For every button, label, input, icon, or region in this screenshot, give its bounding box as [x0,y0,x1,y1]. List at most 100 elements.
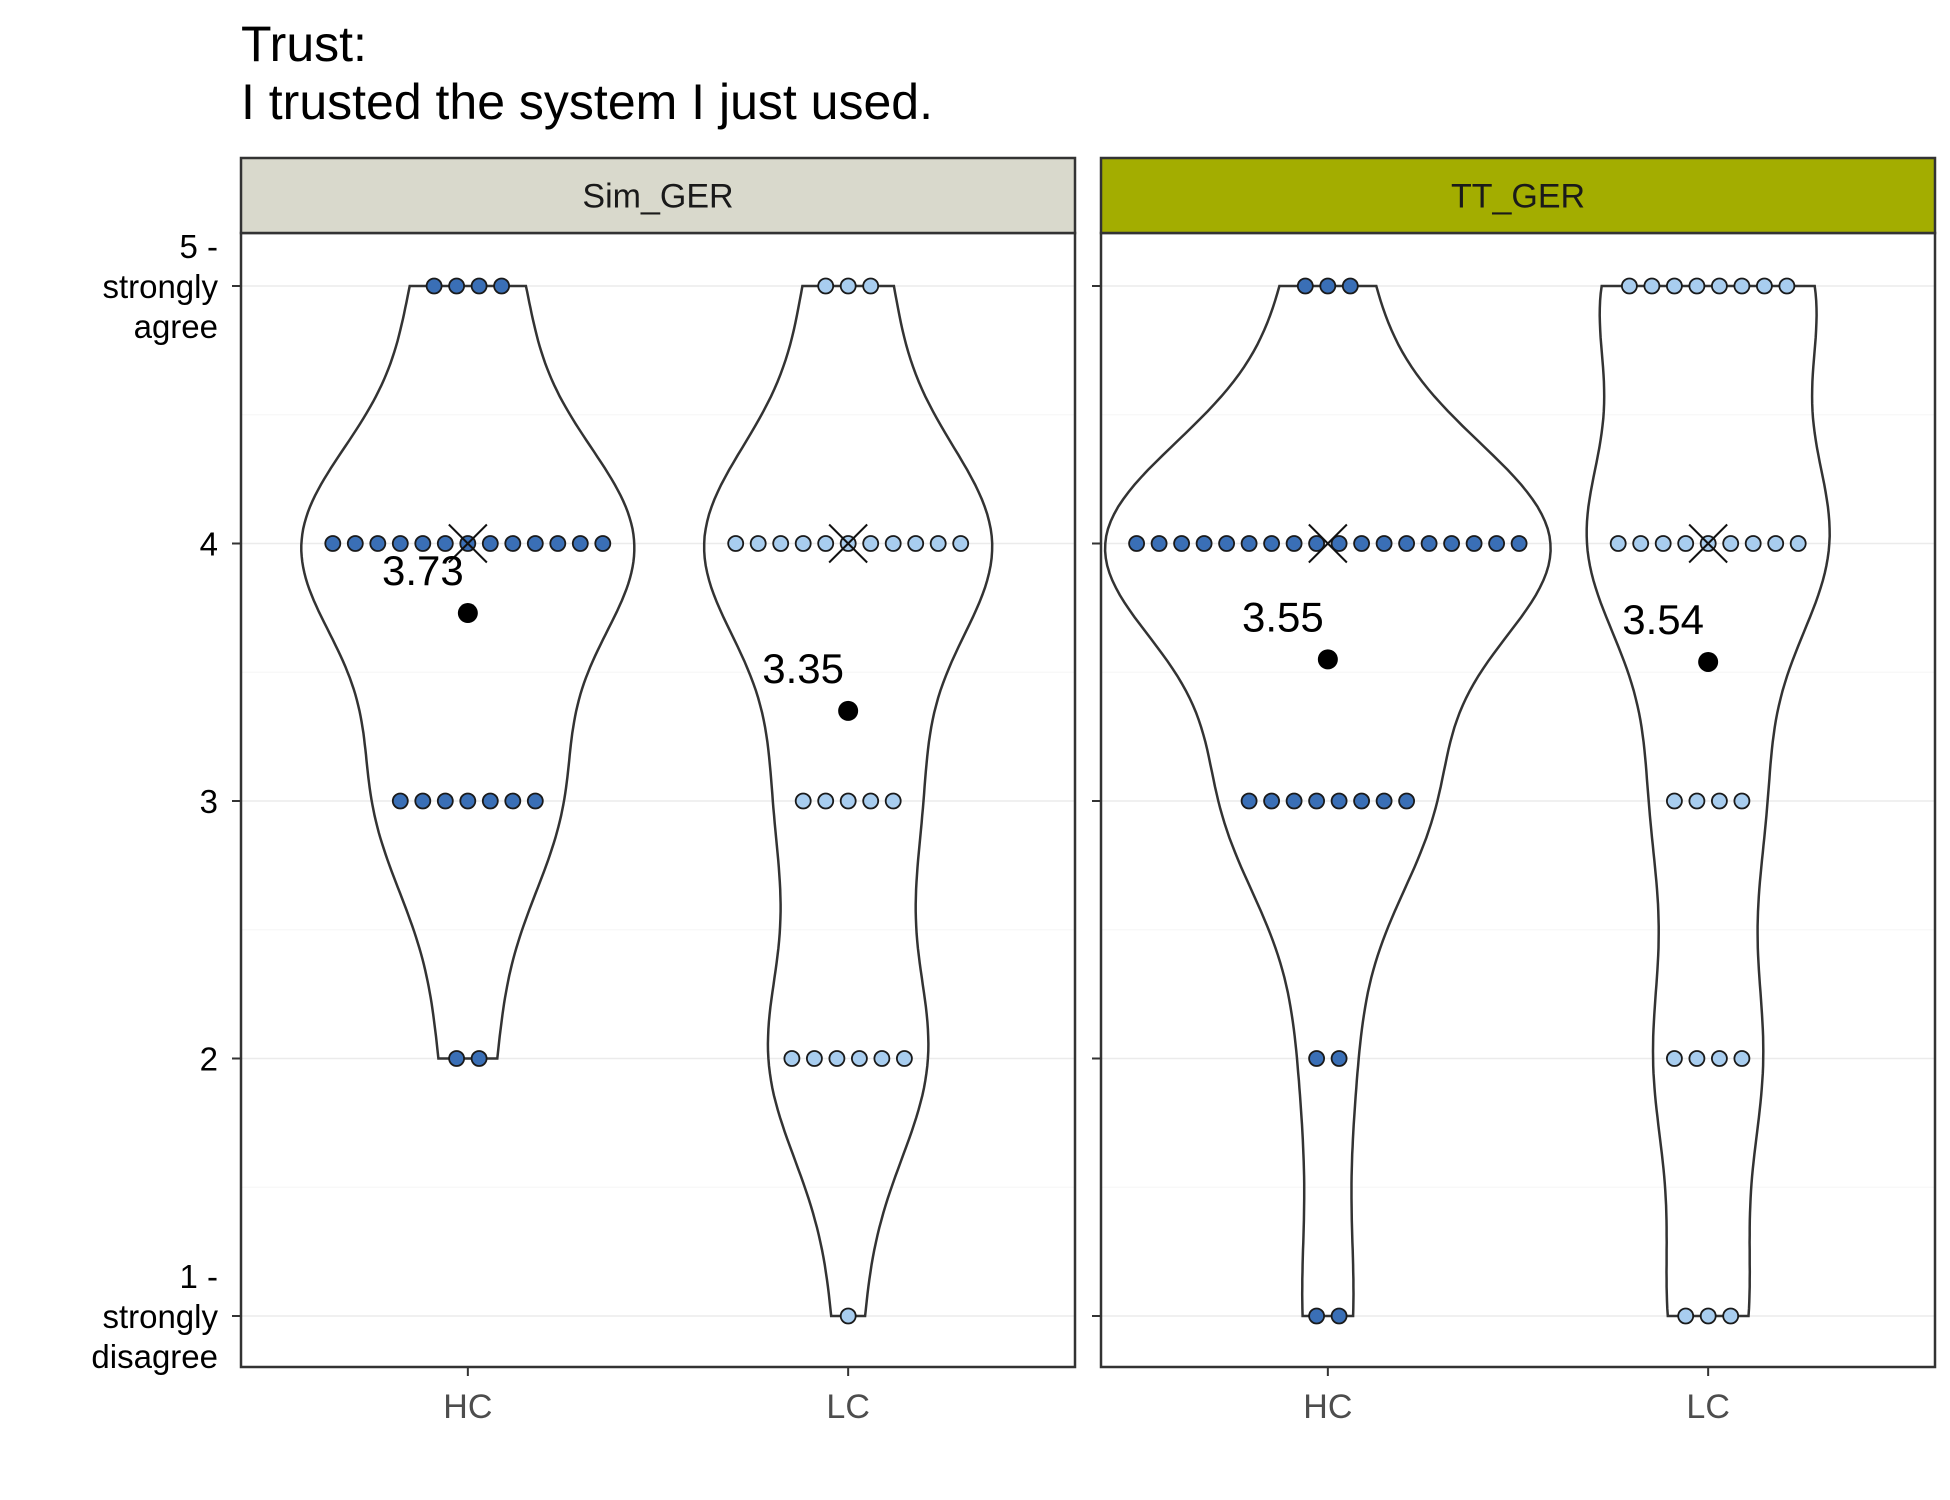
median-marker [1308,523,1348,564]
data-point [470,1050,488,1067]
data-point [448,1050,466,1067]
data-point [1510,535,1528,552]
data-point [1688,792,1706,810]
data-point [772,535,790,552]
data-point [1688,1050,1706,1067]
x-tick-label: LC [826,1388,869,1426]
data-point [783,1050,801,1067]
panel-background [241,233,1075,1367]
data-point [1308,1050,1325,1067]
data-point [1654,535,1672,552]
data-point [1330,792,1348,810]
data-point [1150,535,1168,552]
y-tick-label-line: 5 - [179,228,218,265]
data-point [794,792,812,810]
data-point [1240,535,1258,552]
data-point [436,792,454,810]
data-point [1218,535,1235,552]
facet-strip-label: Sim_GER [582,178,733,216]
data-point [839,277,857,295]
data-point [1789,535,1807,552]
data-point [1677,1307,1695,1325]
data-point [549,535,567,552]
data-point [727,535,745,552]
y-tick-label-line: disagree [91,1338,218,1375]
data-point [1643,277,1661,295]
data-point [1308,1307,1325,1325]
data-point [1263,792,1280,810]
data-point [571,535,589,552]
group-Sim_GER-LC: 3.35 [702,277,994,1325]
mean-point [1317,649,1338,670]
data-point [526,535,544,552]
data-point [839,1307,857,1325]
mean-label: 3.35 [762,645,844,692]
data-point [817,277,835,295]
data-point [1375,535,1393,552]
data-point [862,277,880,295]
data-point [1711,792,1728,810]
data-point [884,792,902,810]
data-point [749,535,767,552]
data-point [1733,277,1751,295]
mean-label: 3.55 [1242,593,1324,640]
data-point [1767,535,1785,552]
violin-outline [1585,284,1831,1318]
data-point [907,535,925,552]
data-point [1666,792,1683,810]
data-point [1621,277,1638,295]
chart-title-line: Trust: [241,16,367,72]
x-tick-label: HC [1303,1388,1352,1426]
data-point [1263,535,1280,552]
data-point [504,535,522,552]
data-point [1744,535,1762,552]
data-point [1722,535,1740,552]
data-point [896,1050,913,1067]
mean-point [1698,651,1719,672]
mean-label: 3.54 [1622,596,1704,643]
median-marker [448,523,488,564]
data-point [1699,1307,1717,1325]
data-point [862,792,880,810]
data-point [1666,1050,1683,1067]
data-point [1398,792,1415,810]
y-tick-label: 2 [200,1041,218,1078]
data-point [1722,1307,1740,1325]
y-tick-label: 3 [200,783,218,820]
data-point [1319,277,1337,295]
chart-title: Trust: I trusted the system I just used. [241,16,933,130]
data-point [504,792,522,810]
y-tick-label-line: 2 [200,1041,218,1078]
data-point [839,792,857,810]
y-tick-label-line: strongly [102,1298,218,1335]
facet-panel-TT_GER: 3.55 3.54 HC LC TT_GER [1092,156,1937,1426]
data-point [594,535,612,552]
group-TT_GER-HC: 3.55 [1103,277,1552,1325]
data-point [1240,792,1258,810]
data-point [324,535,342,552]
data-point [1296,277,1314,295]
data-point [862,535,880,552]
data-point [1778,277,1796,295]
data-point [526,792,544,810]
data-point [346,535,364,552]
data-point [817,535,835,552]
x-tick-label: HC [443,1388,492,1426]
data-point [1353,792,1370,810]
data-point [1341,277,1359,295]
data-point [828,1050,846,1067]
y-tick-label-line: agree [134,308,218,345]
data-point [1465,535,1483,552]
data-point [1398,535,1415,552]
x-tick-label: LC [1686,1388,1729,1426]
y-tick-label: 5 -strongly agree [102,228,218,345]
median-marker [828,523,868,564]
data-point [1711,1050,1728,1067]
data-point [369,535,387,552]
data-point [391,535,409,552]
data-point [1308,792,1325,810]
data-point [414,792,432,810]
y-tick-label-line: 4 [200,526,218,563]
facet-strip [239,156,1077,235]
